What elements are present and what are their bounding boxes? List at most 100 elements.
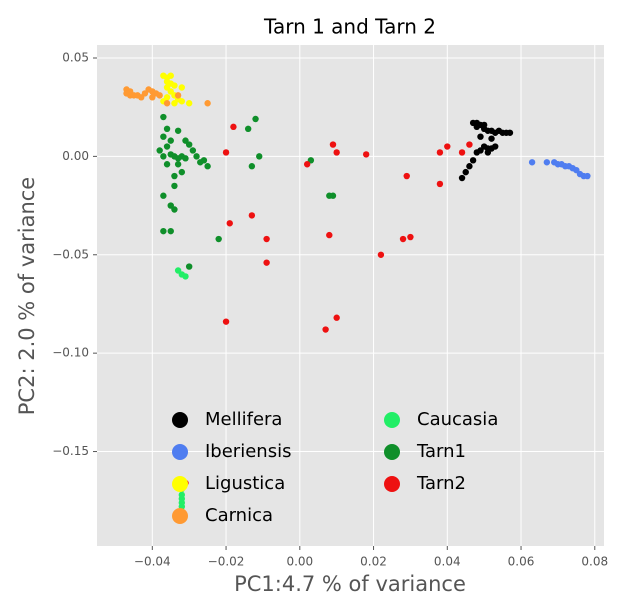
legend-label: Tarn2: [416, 473, 466, 494]
point: [222, 318, 230, 325]
point: [333, 149, 340, 156]
point: [160, 227, 167, 235]
point: [263, 259, 270, 266]
plot-background: [97, 45, 604, 546]
x-tick-label: −0.04: [134, 555, 171, 569]
point: [477, 133, 484, 140]
point: [377, 251, 385, 258]
point: [362, 151, 370, 158]
point: [469, 157, 477, 164]
legend-marker: [172, 508, 188, 524]
point: [488, 135, 495, 142]
point: [178, 98, 186, 105]
legend-label: Carnica: [205, 505, 273, 526]
point: [462, 168, 469, 176]
point: [160, 113, 167, 121]
point: [185, 100, 193, 107]
point: [403, 172, 410, 180]
legend-marker: [172, 476, 188, 492]
point: [160, 192, 167, 199]
point: [163, 143, 171, 150]
point: [156, 147, 163, 154]
y-axis-label: PC2: 2.0 % of variance: [15, 177, 39, 415]
point: [138, 94, 145, 101]
point: [329, 192, 337, 199]
point: [174, 161, 182, 168]
legend-marker: [172, 444, 188, 460]
point: [149, 94, 156, 101]
x-tick-label: 0.06: [508, 555, 535, 569]
point: [160, 133, 167, 140]
legend-marker: [384, 476, 400, 492]
point: [407, 233, 414, 241]
point: [528, 159, 536, 166]
point: [171, 100, 178, 107]
point: [473, 149, 480, 156]
point: [185, 263, 193, 270]
point: [156, 92, 163, 99]
point: [200, 157, 208, 164]
y-tick-label: −0.10: [52, 346, 89, 360]
x-tick-label: 0.00: [286, 555, 313, 569]
legend: Mellifera Iberiensis Ligustica Carnica Cauca…: [172, 409, 498, 526]
point: [204, 100, 211, 107]
point: [444, 143, 451, 150]
point: [263, 235, 270, 243]
point: [230, 123, 237, 131]
x-tick-label: 0.04: [434, 555, 461, 569]
point: [473, 123, 480, 131]
x-tick-label: 0.08: [581, 555, 608, 569]
point: [458, 174, 466, 182]
point: [506, 129, 514, 136]
point: [171, 82, 178, 89]
point: [329, 141, 337, 148]
point: [248, 212, 256, 219]
point: [171, 206, 178, 213]
y-tick-label: −0.05: [52, 247, 89, 261]
legend-marker: [172, 412, 188, 428]
y-tick-label: −0.15: [52, 444, 89, 458]
chart-title: Tarn 1 and Tarn 2: [263, 15, 436, 39]
x-axis-label: PC1:4.7 % of variance: [234, 572, 466, 596]
legend-label: Mellifera: [205, 409, 282, 430]
point: [178, 168, 186, 176]
point: [215, 235, 222, 243]
legend-label: Ligustica: [205, 473, 285, 494]
point: [163, 100, 171, 107]
legend-marker: [384, 444, 400, 460]
point: [182, 155, 189, 162]
legend-label: Caucasia: [417, 409, 498, 430]
point: [167, 227, 174, 235]
point: [326, 231, 333, 239]
point: [436, 149, 444, 156]
point: [182, 273, 189, 280]
x-tick-label: −0.02: [208, 555, 245, 569]
point: [189, 147, 197, 154]
point: [303, 161, 311, 168]
point: [226, 220, 233, 227]
point: [436, 180, 444, 188]
point: [333, 314, 340, 321]
point: [466, 141, 473, 148]
point: [163, 161, 171, 168]
point: [222, 149, 230, 156]
point: [163, 125, 171, 133]
point: [248, 163, 256, 170]
point: [492, 143, 499, 150]
point: [252, 115, 259, 123]
y-tick-label: 0.05: [62, 50, 89, 64]
point: [458, 149, 466, 156]
point: [185, 141, 193, 148]
point: [160, 153, 167, 160]
point: [543, 159, 551, 166]
point: [171, 182, 178, 190]
x-tick-label: 0.02: [360, 555, 387, 569]
point: [584, 172, 591, 180]
legend-marker: [384, 412, 400, 428]
point: [174, 127, 182, 134]
point: [193, 153, 200, 160]
point: [174, 92, 182, 99]
point: [399, 235, 407, 243]
point: [204, 163, 211, 170]
